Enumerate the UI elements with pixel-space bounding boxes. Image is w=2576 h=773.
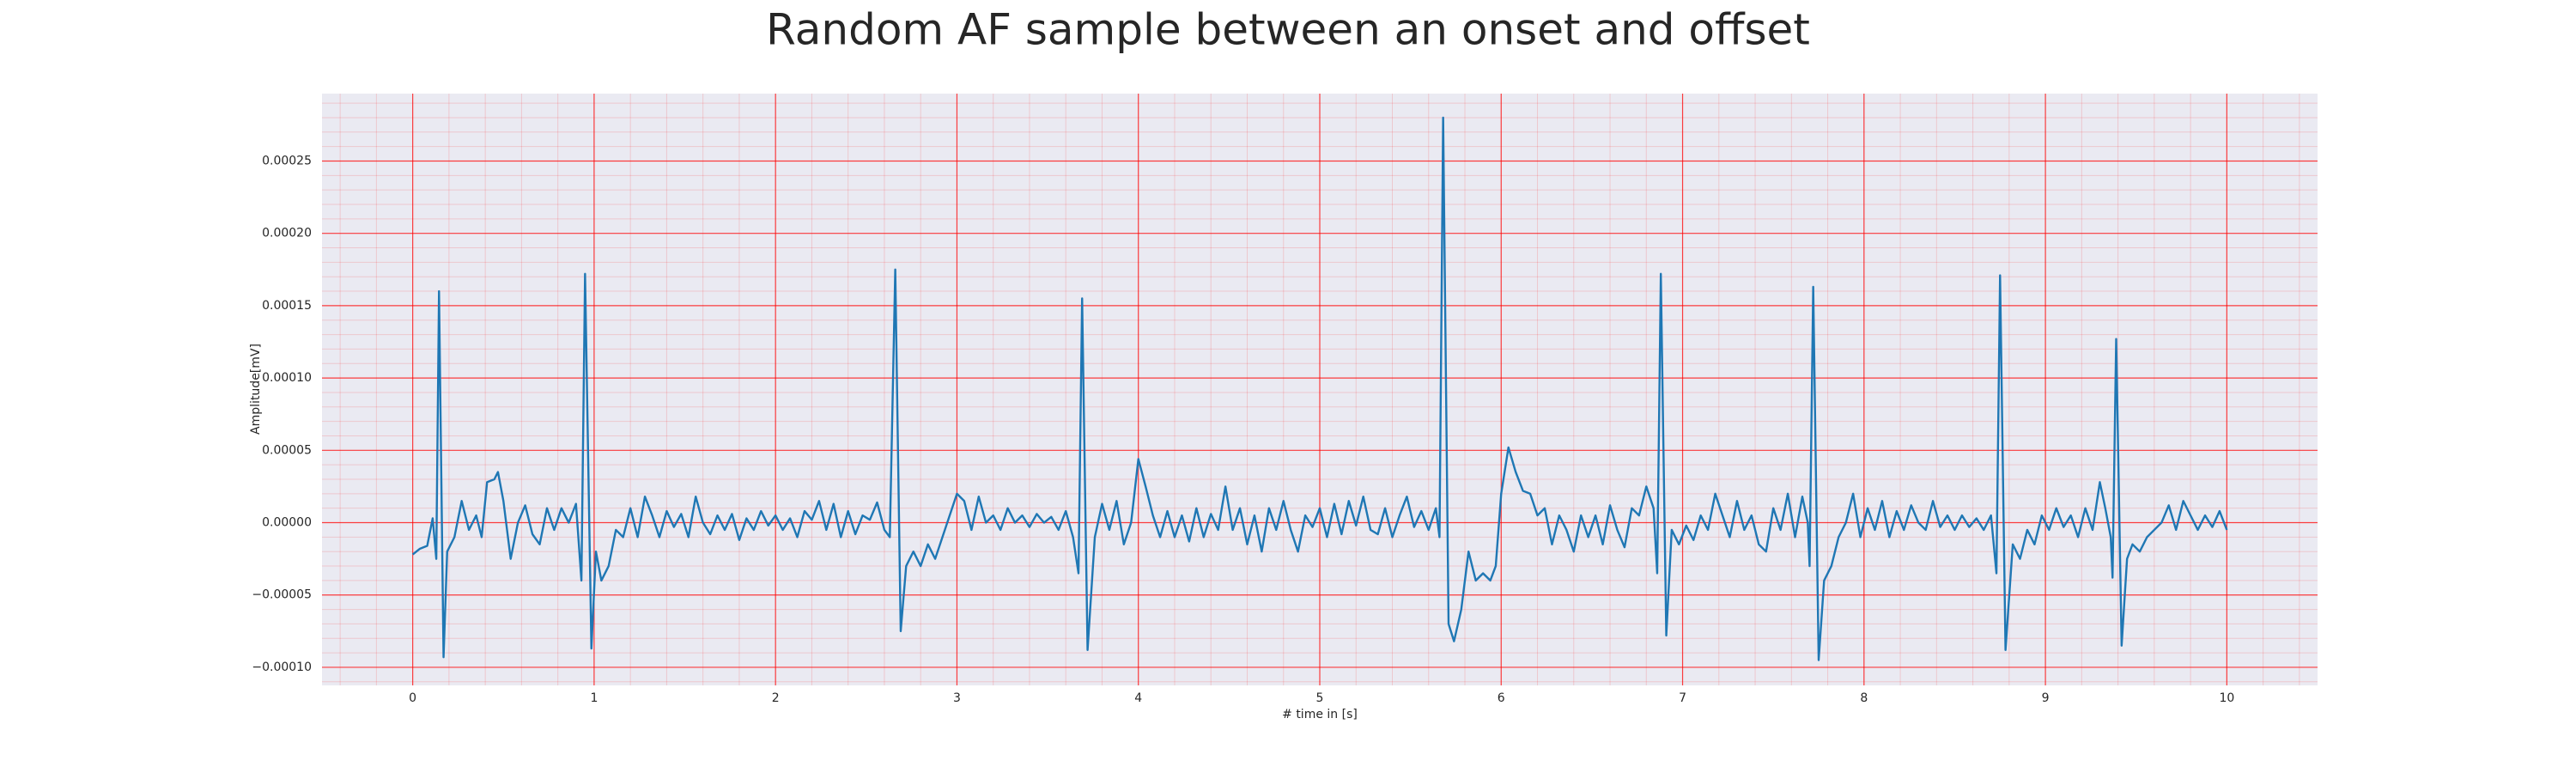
x-tick-label: 10 bbox=[2219, 691, 2234, 705]
y-tick-label: 0.00010 bbox=[262, 371, 312, 385]
x-tick-label: 4 bbox=[1134, 691, 1142, 705]
y-tick-label: 0.00020 bbox=[262, 227, 312, 240]
y-tick-label: 0.00000 bbox=[262, 516, 312, 530]
x-tick-label: 2 bbox=[772, 691, 780, 705]
y-tick-label: 0.00005 bbox=[262, 443, 312, 457]
x-tick-label: 7 bbox=[1679, 691, 1686, 705]
y-tick-label: 0.00025 bbox=[262, 154, 312, 167]
grid bbox=[322, 94, 2318, 685]
x-tick-label: 3 bbox=[953, 691, 961, 705]
y-tick-label: −0.00005 bbox=[252, 588, 312, 602]
y-axis-label: Amplitude[mV] bbox=[249, 344, 263, 435]
x-tick-label: 0 bbox=[409, 691, 416, 705]
x-tick-label: 5 bbox=[1316, 691, 1324, 705]
x-tick-label: 1 bbox=[590, 691, 598, 705]
marks bbox=[411, 116, 2228, 661]
chart-title: Random AF sample between an onset and of… bbox=[766, 5, 1810, 55]
signal-line bbox=[411, 116, 2228, 661]
y-tick-label: −0.00010 bbox=[252, 660, 312, 674]
x-tick-label: 8 bbox=[1860, 691, 1868, 705]
y-tick-label: 0.00015 bbox=[262, 299, 312, 313]
x-tick-label: 6 bbox=[1498, 691, 1505, 705]
x-tick-label: 9 bbox=[2042, 691, 2050, 705]
x-axis-label: # time in [s] bbox=[1282, 708, 1358, 721]
